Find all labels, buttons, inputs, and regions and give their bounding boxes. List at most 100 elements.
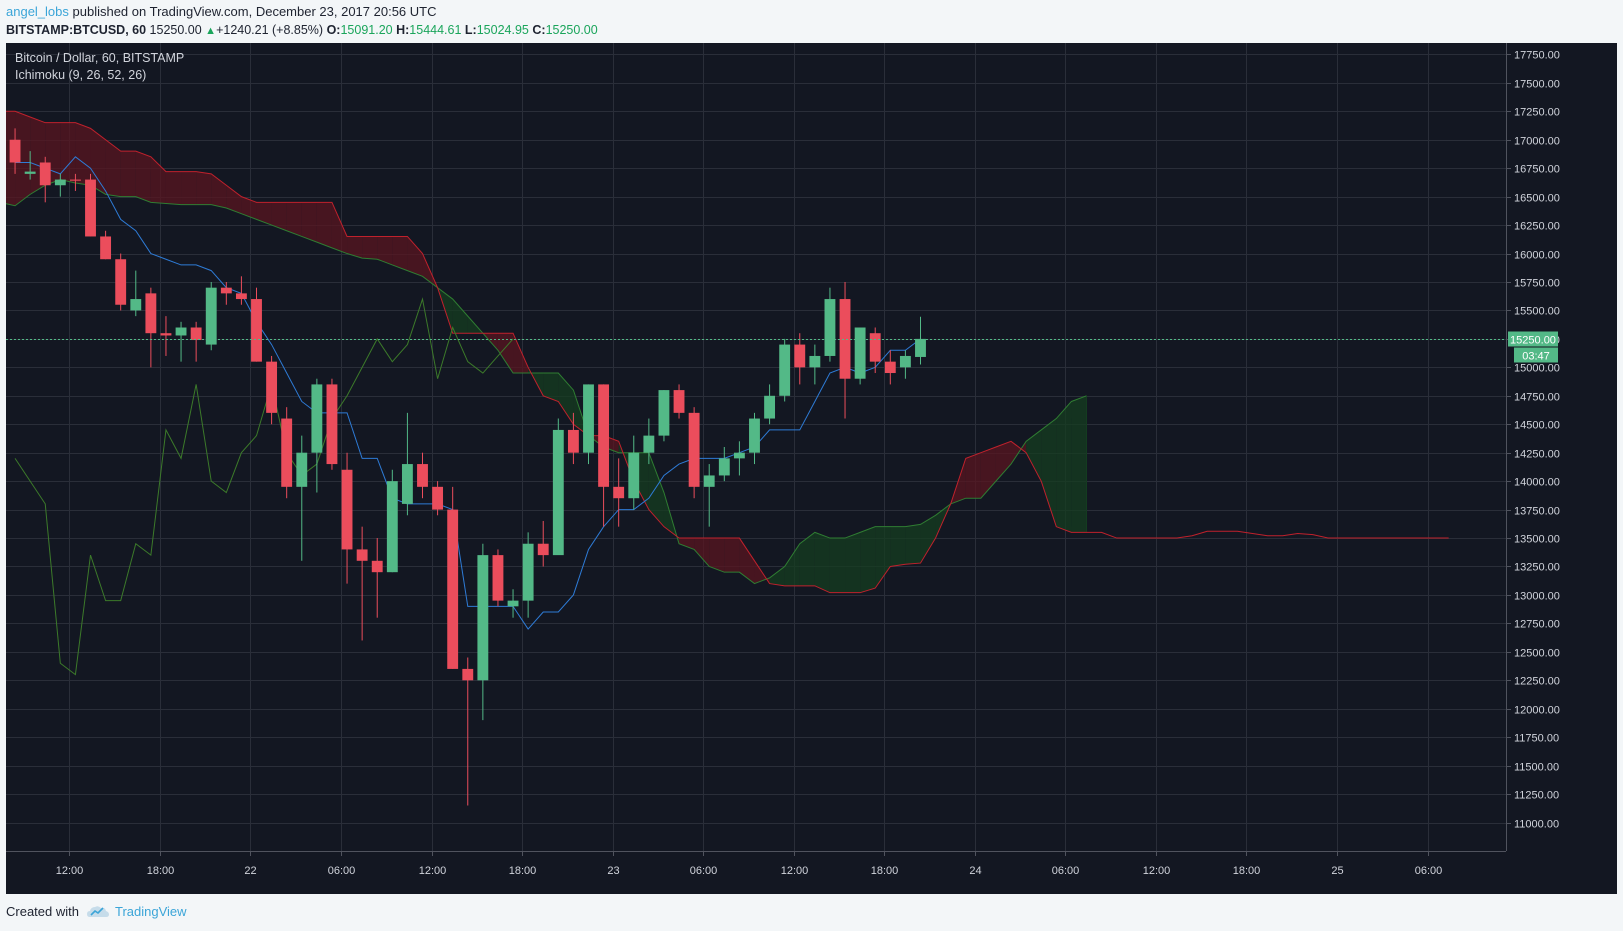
leading-span-b-line [6, 110, 1449, 594]
tradingview-cloud-icon [86, 906, 109, 917]
bear-candle [9, 128, 21, 174]
cloud-segment [724, 538, 740, 573]
candle-body [749, 418, 760, 453]
y-tick-label: 17000.00 [1514, 136, 1560, 148]
indicator-label[interactable]: Ichimoku (9, 26, 52, 26) [15, 68, 146, 82]
bear-candle [115, 253, 127, 311]
bear-candle [69, 173, 81, 191]
cloud-segment [709, 538, 725, 573]
bear-candle [598, 384, 610, 527]
bull-candle [522, 532, 534, 618]
candle-body [583, 384, 594, 453]
candle-body [824, 299, 836, 356]
bull-candle [477, 543, 489, 721]
candle-body [462, 668, 474, 681]
cloud-segment [890, 526, 906, 567]
bull-candle [824, 287, 836, 362]
cloud-segment [377, 236, 393, 265]
candle-body [447, 509, 459, 669]
current-price-tag: 15250.00 03:47 [1508, 331, 1558, 363]
bull-candle [507, 589, 519, 618]
candle-body [794, 344, 806, 368]
candle-body [628, 452, 640, 499]
cloud-segment [769, 566, 785, 586]
candle-body [24, 171, 36, 174]
bull-candle [764, 384, 776, 425]
candle-body [537, 543, 549, 556]
bear-candle [251, 287, 262, 362]
author-link[interactable]: angel_lobs [6, 4, 69, 19]
candle-body [9, 139, 21, 163]
candle-body [854, 327, 866, 379]
bar-countdown-label: 03:47 [1522, 351, 1550, 363]
candle-body [371, 560, 383, 573]
candle-body [341, 469, 353, 550]
high-value: 15444.61 [409, 23, 462, 37]
candle-body [733, 452, 745, 459]
y-tick-label: 12250.00 [1514, 676, 1560, 688]
y-tick-label: 15750.00 [1514, 278, 1560, 290]
x-tick-label: 18:00 [871, 865, 899, 877]
cloud-segment [105, 139, 121, 197]
bull-candle [718, 447, 730, 482]
candle-body [613, 486, 625, 499]
candle-body [869, 333, 881, 362]
bull-candle [296, 435, 308, 561]
y-tick-label: 13750.00 [1514, 506, 1560, 518]
price-chart[interactable]: 11000.00 11250.00 11500.00 11750.00 12000.00… [6, 43, 1617, 894]
candle-body [85, 179, 96, 237]
candle-body [235, 293, 247, 300]
created-with-text: Created with [6, 904, 79, 919]
bear-candle [794, 333, 806, 385]
candle-body [311, 384, 323, 453]
cloud-segment [920, 515, 936, 564]
cloud-segment [196, 171, 212, 205]
candle-body [492, 555, 504, 601]
candle-body [764, 395, 776, 419]
y-tick-label: 14250.00 [1514, 449, 1560, 461]
bear-candle [281, 407, 293, 499]
open-value: 15091.20 [340, 23, 393, 37]
candle-body [39, 162, 51, 186]
bear-candle [688, 407, 700, 499]
x-tick-label: 22 [244, 865, 256, 877]
bear-candle [266, 355, 278, 425]
tradingview-link[interactable]: TradingView [86, 902, 187, 922]
candle-body [175, 327, 187, 336]
y-tick-label: 15000.00 [1514, 363, 1560, 375]
y-tick-label: 16000.00 [1514, 250, 1560, 262]
tradingview-brand: TradingView [114, 904, 187, 919]
candle-body [915, 338, 926, 357]
cloud-segment [15, 111, 31, 206]
bull-candle [401, 412, 413, 516]
bull-candle [130, 270, 142, 317]
y-tick-label: 16500.00 [1514, 193, 1560, 205]
bear-candle [869, 327, 881, 374]
bear-candle [190, 321, 202, 362]
y-tick-label: 11750.00 [1514, 733, 1559, 745]
cloud-segment [543, 373, 559, 402]
x-tick-label: 18:00 [1233, 865, 1261, 877]
ichimoku-lines [6, 110, 1449, 676]
x-tick-label: 18:00 [509, 865, 537, 877]
bull-candle [583, 384, 594, 465]
candle-body [417, 464, 428, 487]
candle-body [839, 299, 851, 379]
candle-body [386, 481, 398, 573]
bull-candle [915, 316, 926, 365]
x-tick-label: 06:00 [328, 865, 356, 877]
cloud-segment [875, 526, 891, 589]
x-tick-label: 12:00 [781, 865, 809, 877]
bear-candle [673, 384, 685, 419]
x-tick-label: 12:00 [1143, 865, 1171, 877]
cloud-segment [331, 202, 348, 254]
cloud-segment [211, 173, 227, 209]
price-axis-panel [1506, 43, 1617, 894]
bull-candle [809, 344, 821, 385]
chart-area[interactable]: 11000.00 11250.00 11500.00 11750.00 12000.00… [6, 43, 1617, 894]
current-price-label: 15250.00 [1510, 335, 1556, 347]
candle-body [356, 549, 368, 561]
y-tick-label: 12000.00 [1514, 705, 1560, 717]
open-label: O: [326, 23, 341, 37]
y-tick-label: 11000.00 [1514, 819, 1559, 831]
